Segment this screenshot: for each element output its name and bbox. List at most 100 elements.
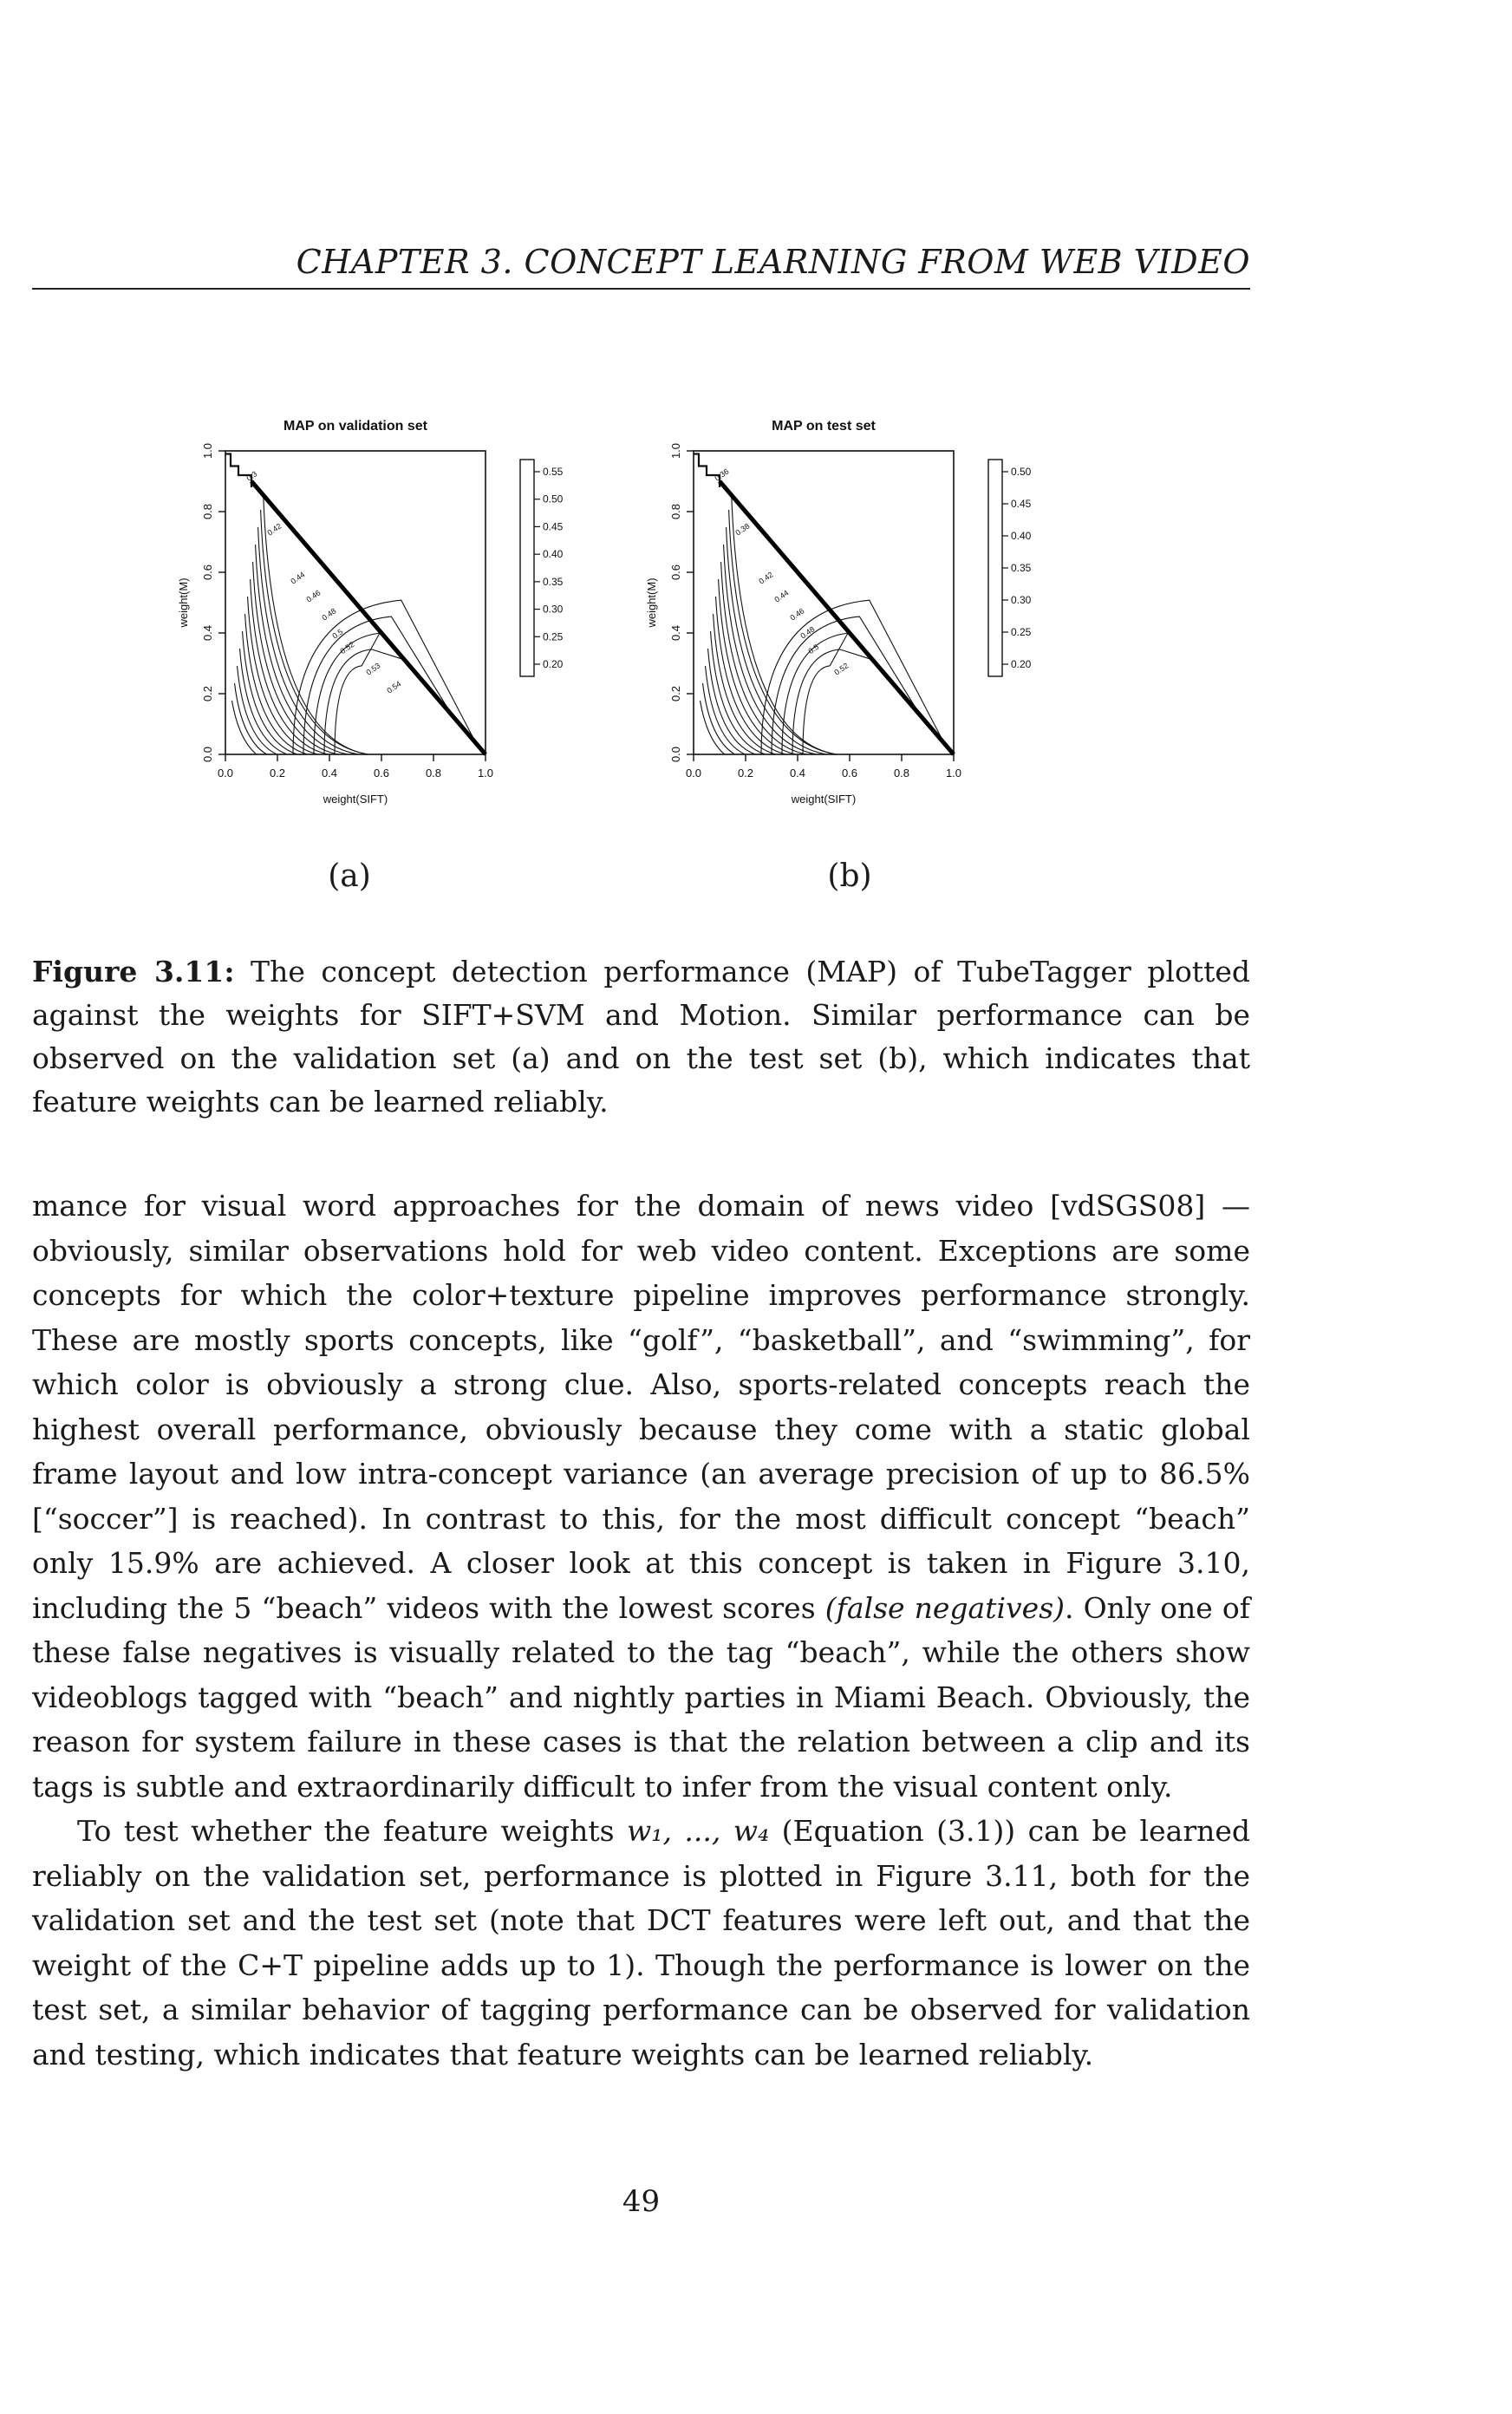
y-tick-label: 0.0 [201,747,214,762]
plot-frame [693,450,955,755]
contour-line [263,492,369,755]
colorbar [519,459,535,677]
x-tick-label: 0.6 [374,767,389,780]
contour-line [313,632,429,755]
colorbar-tick-label: 0.25 [1011,626,1032,638]
contour-line [713,613,776,755]
colorbar-tick-label: 0.50 [543,493,564,506]
colorbar-tick-label: 0.45 [1011,498,1032,510]
figure-panel-a: MAP on validation set 0.3 0.42 0.44 0.46 0.48… [156,408,607,815]
subfigure-label-b: (b) [827,858,872,894]
contour-line [728,509,837,755]
colorbar-tick-label: 0.55 [543,466,564,478]
contour-line [244,613,308,755]
contour-line [723,544,817,755]
running-header: CHAPTER 3. CONCEPT LEARNING FROM WEB VID… [296,243,1250,281]
contour-line [707,648,756,755]
contour-line [323,649,405,755]
contour-label: 0.36 [713,466,730,482]
feasible-boundary [718,480,955,756]
paragraph-2: To test whether the feature weights w₁, … [32,1809,1250,2077]
colorbar [987,459,1003,677]
contour-line [715,596,786,755]
caption-text: The concept detection performance (MAP) … [32,955,1250,1119]
contour-line [718,578,797,755]
paragraph-2-text: To test whether the feature weights [77,1814,627,1848]
contour-line [292,599,477,755]
y-axis-label: weight(M) [177,577,190,628]
contour-label: 0.53 [364,661,381,676]
y-tick-label: 0.0 [669,747,682,762]
colorbar-tick-label: 0.40 [1011,530,1032,542]
x-axis-label: weight(SIFT) [323,793,388,806]
x-tick-label: 1.0 [946,767,961,780]
contour-lines [225,453,477,755]
contour-line [792,649,873,755]
contour-line [701,682,735,755]
contour-line [760,599,945,755]
x-tick-label: 0.2 [270,767,285,780]
y-tick-label: 0.8 [669,504,682,519]
x-tick-label: 0.8 [426,767,441,780]
x-tick-label: 0.4 [322,767,337,780]
colorbar-tick-label: 0.50 [1011,466,1032,478]
x-tick-label: 0.0 [218,767,233,780]
x-tick-label: 0.6 [842,767,857,780]
contour-label: 0.44 [772,588,790,604]
x-axis-label: weight(SIFT) [791,793,856,806]
contour-label: 0.44 [289,570,306,585]
colorbar-tick-label: 0.30 [1011,594,1032,606]
chart-title: MAP on test set [772,419,876,434]
contour-line [802,631,850,755]
contour-line [781,632,897,755]
chart-title: MAP on validation set [284,419,428,434]
contour-line [231,700,257,755]
x-tick-label: 0.8 [894,767,909,780]
contour-lines [694,453,945,755]
contour-line [252,561,339,755]
contour-line [250,578,329,755]
contour-line [233,682,267,755]
page-number: 49 [622,2184,661,2219]
x-tick-label: 1.0 [478,767,493,780]
paragraph-2-math: w₁, ..., w₄ [626,1814,770,1848]
contour-line [257,526,359,755]
plot-frame [225,450,486,755]
contour-label: 0.42 [757,570,774,585]
contour-label: 0.38 [733,521,751,537]
colorbar-tick-label: 0.20 [543,658,564,670]
contour-label: 0.46 [788,606,805,622]
paragraph-1-text-end: . Only one of these false negatives is v… [32,1590,1250,1804]
y-axis-label: weight(M) [645,577,658,628]
colorbar-tick-label: 0.20 [1011,658,1032,670]
y-tick-label: 0.2 [669,686,682,701]
header-rule [32,288,1250,290]
colorbar-tick-label: 0.45 [543,520,564,532]
contour-step [694,453,721,487]
figure-caption: Figure 3.11: The concept detection perfo… [32,950,1250,1124]
contour-line [260,509,369,755]
x-tick-label: 0.2 [738,767,753,780]
contour-line [731,492,837,755]
contour-line [726,526,827,755]
contour-line [334,631,381,755]
y-tick-label: 0.8 [201,504,214,519]
contour-label: 0.46 [304,588,322,604]
contour-label: 0.3 [244,469,258,482]
contour-step [225,453,253,487]
colorbar-tick-label: 0.30 [543,604,564,616]
contour-line [709,630,766,755]
colorbar-tick-label: 0.35 [543,576,564,588]
paragraph-1-emphasis: (false negatives) [824,1590,1065,1625]
contour-label: 0.54 [385,679,402,695]
contour-line [255,544,349,755]
y-tick-label: 1.0 [201,443,214,459]
contour-label: 0.52 [832,661,850,676]
body-text: mance for visual word approaches for the… [32,1184,1250,2077]
contour-line [303,616,453,755]
feasible-boundary [250,480,487,756]
contour-line [247,596,318,755]
x-tick-label: 0.4 [790,767,805,780]
x-tick-label: 0.0 [686,767,701,780]
subfigure-label-a: (a) [328,858,371,894]
